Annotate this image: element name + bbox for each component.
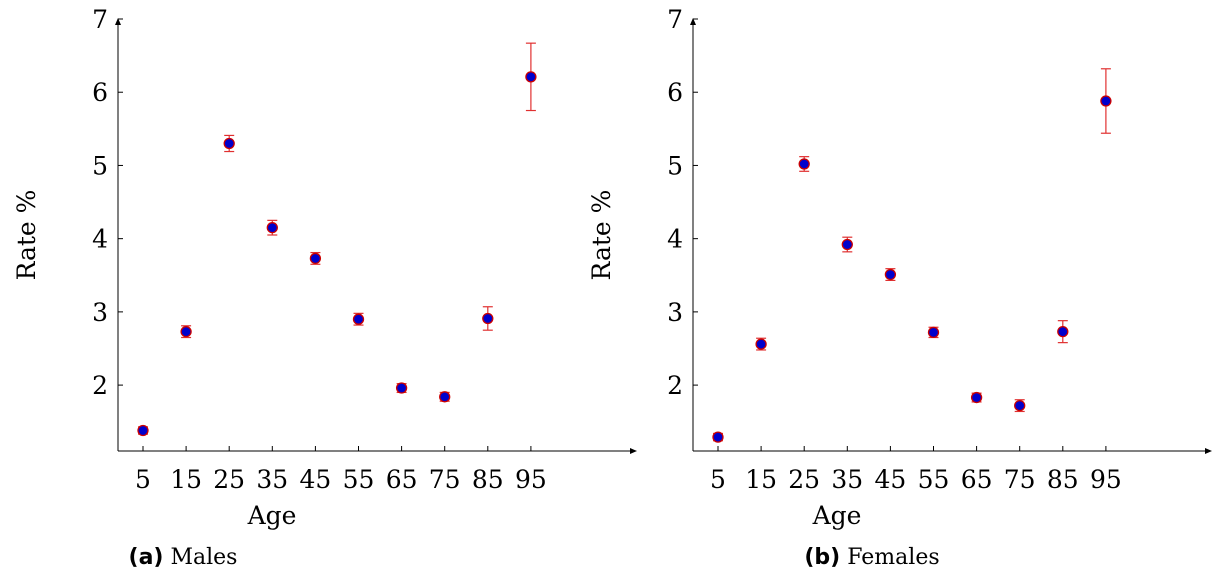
y-tick-label: 5 [667, 151, 683, 180]
x-tick-label: 15 [170, 465, 202, 494]
y-tick-label: 6 [667, 78, 683, 107]
data-point [525, 71, 537, 83]
x-tick-label: 75 [1004, 465, 1036, 494]
x-tick-label: 85 [472, 465, 504, 494]
x-tick-label: 25 [788, 465, 820, 494]
x-axis-label: Age [812, 501, 862, 530]
data-point [755, 338, 767, 350]
x-tick-label: 65 [386, 465, 418, 494]
x-tick-label: 65 [961, 465, 993, 494]
caption-a-tag: (a) [128, 545, 164, 570]
data-point [223, 137, 235, 150]
x-tick-label: 5 [135, 465, 151, 494]
x-tick-label: 55 [343, 465, 375, 494]
y-tick-label: 7 [667, 5, 683, 34]
caption-b: (b) Females [804, 545, 939, 570]
data-point [352, 313, 365, 325]
y-axis-label: Rate % [12, 190, 41, 281]
y-tick-label: 5 [92, 151, 108, 180]
data-point [266, 222, 278, 234]
x-axis-label: Age [247, 501, 297, 530]
data-point [309, 252, 322, 265]
caption-a-text: Males [170, 545, 238, 570]
caption-a: (a) Males [129, 545, 238, 570]
y-tick-label: 4 [92, 225, 108, 254]
x-tick-label: 5 [710, 465, 726, 494]
y-tick-label: 2 [92, 371, 108, 400]
data-point [798, 158, 810, 170]
data-point [180, 326, 192, 338]
data-point [395, 382, 408, 394]
y-axis-arrow [115, 18, 121, 25]
y-tick-label: 4 [667, 225, 683, 254]
caption-b-text: Females [847, 545, 940, 570]
x-tick-label: 25 [213, 465, 245, 494]
y-tick-label: 3 [92, 298, 108, 327]
data-point [1100, 95, 1112, 107]
y-tick-label: 2 [667, 371, 683, 400]
data-point [841, 238, 853, 251]
data-point [970, 391, 983, 404]
data-point [439, 391, 451, 403]
x-tick-label: 55 [918, 465, 950, 494]
data-point [137, 424, 149, 437]
x-tick-label: 35 [831, 465, 863, 494]
x-tick-label: 35 [256, 465, 288, 494]
data-point [1057, 326, 1069, 338]
x-tick-label: 95 [515, 465, 547, 494]
y-tick-label: 3 [667, 298, 683, 327]
x-tick-label: 45 [874, 465, 906, 494]
y-tick-label: 7 [92, 5, 108, 34]
x-tick-label: 45 [299, 465, 331, 494]
data-point [482, 312, 494, 325]
x-axis-arrow [1205, 448, 1212, 454]
y-axis-label: Rate % [587, 190, 616, 281]
x-tick-label: 75 [429, 465, 461, 494]
x-tick-label: 15 [745, 465, 777, 494]
x-tick-label: 85 [1047, 465, 1079, 494]
data-point [927, 326, 940, 339]
y-axis-arrow [690, 18, 696, 25]
x-tick-label: 95 [1090, 465, 1122, 494]
data-point [884, 268, 897, 281]
caption-b-tag: (b) [804, 545, 841, 570]
y-tick-label: 6 [92, 78, 108, 107]
x-axis-arrow [630, 448, 637, 454]
data-point [1014, 399, 1026, 412]
data-point [712, 431, 724, 443]
